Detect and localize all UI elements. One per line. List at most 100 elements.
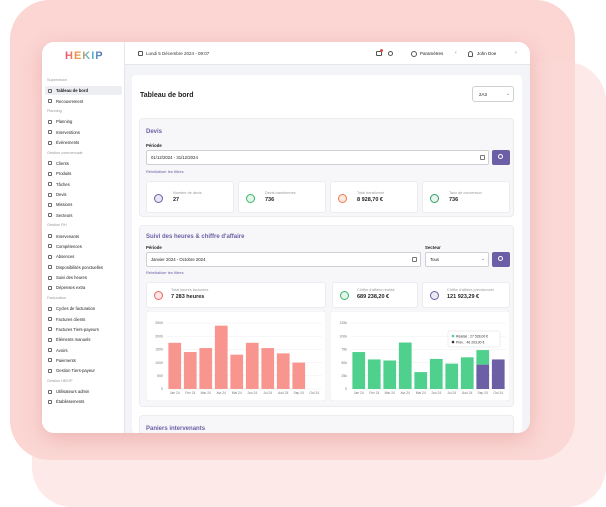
stat-value: 736 [265,197,275,203]
nav-icon [48,192,52,197]
settings-icon[interactable] [411,51,417,57]
user-icon[interactable] [468,51,473,57]
nav-icon [48,99,52,104]
y-tick-label: 100k [339,334,347,338]
nav-item[interactable]: Intervenants [56,233,80,239]
nav-item[interactable]: Secteurs [56,212,73,218]
chevron: ‹ [455,50,457,56]
nav-item[interactable]: Disponibilités ponctuelles [56,264,104,270]
x-tick-label: Jui 24 [447,391,456,395]
app-window: HEKIP Supervision Tableau de bord Recouvre… [42,42,530,433]
nav-item[interactable]: Évènements [56,140,80,146]
bar [199,348,213,389]
chevron: › [515,50,517,56]
stat-label: Taux de conversion [449,191,482,195]
nav-item[interactable]: Utilisateurs admin [56,389,90,395]
nav-item[interactable]: Factures Tiers-payeurs [56,326,99,332]
active-item-bg [45,86,122,96]
x-tick-label: Avr 24 [217,391,227,395]
y-tick-label: 500 [157,374,163,378]
logo: HEKIP [65,50,104,62]
nav-item[interactable]: Gestion Tiers-payeur [56,368,95,374]
y-tick-label: 1500 [155,348,163,352]
stat-icon [154,291,163,300]
bar [245,342,259,389]
sector: Tous [430,257,440,262]
bar [476,364,490,389]
tooltip-dot [451,334,455,338]
y-tick-label: 0 [345,387,347,391]
nav-item[interactable]: Missions [56,202,73,208]
sidebar-section: Gestion commerciale [47,150,83,155]
nav-item[interactable]: Tableau de bord [56,88,89,94]
search-button[interactable] [492,252,510,267]
nav-item[interactable]: Factures clients [56,316,86,322]
user[interactable]: John Doe [477,51,497,56]
establishment-select[interactable]: 2A3 ⌄ [472,86,514,102]
nav-icon [48,358,52,363]
stat-card: Devis transformés 736 [238,181,326,213]
badge [380,49,383,52]
nav-item[interactable]: Planning [56,119,73,125]
nav-item[interactable]: Interventions [56,129,80,135]
search-button[interactable] [492,150,510,165]
nav-icon [48,265,52,270]
settings[interactable]: Paramètres [420,51,444,56]
stat-card: Taux de conversion 736 [422,181,510,213]
nav-item[interactable]: Dépenses extra [56,285,86,291]
stat-label: Chiffre d'affaire prévisionnel [447,288,494,292]
nav-item[interactable]: Tâches [56,181,70,187]
nav-item[interactable]: Suivi des heures [56,275,87,281]
field-label: Période [146,245,162,250]
mail-icon[interactable] [376,51,382,56]
nav-item[interactable]: Cycles de facturation [56,306,96,312]
period: Janvier 2024 - Octobre 2024 [151,257,206,262]
x-tick-label: Oct 24 [493,391,503,395]
stat-label: Nombre de devis [173,191,202,195]
nav-icon [48,213,52,218]
y-tick-label: 0 [161,387,163,391]
nav-item[interactable]: Recouvrement [56,98,84,104]
main-card: Tableau de bord 2A3 ⌄ Devis Période 01/1… [132,75,522,433]
nav-icon [48,140,52,145]
nav-icon [48,368,52,373]
stat-value: 8 928,70 € [357,197,383,203]
nav-item[interactable]: Absences [56,254,75,260]
y-tick-label: 1000 [155,361,163,365]
stat-label: Devis transformés [265,191,296,195]
nav-item[interactable]: Avoirs [56,347,68,353]
stat-label: Total heures facturées [171,288,209,292]
sector-select[interactable]: Tous ⌄ [425,252,489,267]
stat-icon [340,291,349,300]
x-tick-label: Jan 24 [170,391,180,395]
nav-item[interactable]: Clients [56,160,69,166]
nav-icon [48,348,52,353]
y-tick-label: 25k [341,374,347,378]
y-tick-label: 125k [339,321,347,325]
period-input[interactable]: 01/12/2024 - 31/12/2024 [146,150,489,165]
tooltip [447,330,501,348]
nav-item[interactable]: Produits [56,171,72,177]
bar [460,357,474,389]
reset-filters[interactable]: Réinitialiser les filtres [146,270,184,275]
stat-icon [430,194,439,203]
refresh-icon[interactable] [388,51,393,56]
nav-item[interactable]: Établissements [56,399,85,405]
calendar-icon [480,155,485,160]
bar [445,363,459,389]
bar [429,358,443,389]
x-tick-label: Mai 24 [232,391,242,395]
bar [168,342,182,389]
x-tick-label: Fév 24 [185,391,195,395]
search-icon [498,154,503,159]
stat-card: Nombre de devis 27 [146,181,234,213]
period-input[interactable]: Janvier 2024 - Octobre 2024 [146,252,421,267]
reset-filters[interactable]: Réinitialiser les filtres [146,169,184,174]
nav-icon [48,182,52,187]
nav-item[interactable]: Compétences [56,243,82,249]
bar [383,360,397,389]
x-tick-label: Oct 24 [309,391,319,395]
nav-item[interactable]: Paiements [56,357,76,363]
nav-item[interactable]: Éléments manuels [56,337,91,343]
nav-item[interactable]: Devis [56,192,67,198]
